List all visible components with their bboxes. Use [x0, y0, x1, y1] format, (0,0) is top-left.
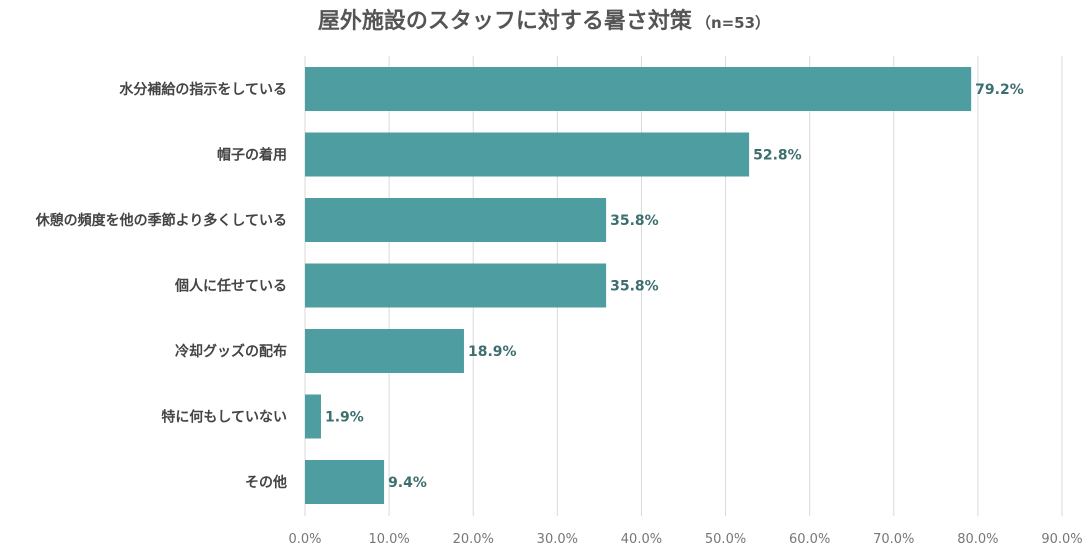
x-tick-labels: 0.0% 10.0% 20.0% 30.0% 40.0% 50.0% 60.0% 70.0% 8… — [288, 532, 1082, 544]
bars — [305, 67, 972, 504]
x-tick-label: 70.0% — [873, 532, 914, 544]
category-label: 水分補給の指示をしている — [119, 81, 287, 98]
chart-title-main: 屋外施設のスタッフに対する暑さ対策 — [318, 8, 693, 34]
x-tick-label: 50.0% — [705, 532, 746, 544]
x-tick-label: 30.0% — [537, 532, 578, 544]
bar — [305, 329, 464, 373]
category-label: その他 — [245, 474, 287, 491]
x-tick-label: 40.0% — [621, 532, 662, 544]
x-tick-label: 60.0% — [789, 532, 830, 544]
bar — [305, 67, 972, 111]
data-label: 52.8% — [753, 148, 802, 164]
data-label: 35.8% — [610, 279, 659, 295]
category-label: 個人に任せている — [174, 278, 287, 295]
x-tick-label: 0.0% — [288, 532, 321, 544]
data-label: 9.4% — [388, 475, 427, 491]
chart-title: 屋外施設のスタッフに対する暑さ対策 （n=53） — [318, 8, 770, 34]
category-label: 帽子の着用 — [217, 147, 287, 164]
bar — [305, 132, 750, 177]
category-label: 特に何もしていない — [161, 409, 287, 426]
x-tick-label: 80.0% — [957, 532, 998, 544]
bar — [305, 460, 385, 504]
data-label: 35.8% — [610, 213, 659, 229]
chart-subtitle: （n=53） — [696, 14, 770, 32]
x-tick-label: 20.0% — [453, 532, 494, 544]
bar — [305, 394, 321, 439]
category-label: 休憩の頻度を他の季節より多くしている — [35, 212, 287, 229]
x-tick-label: 90.0% — [1041, 532, 1082, 544]
bar — [305, 263, 607, 308]
x-tick-label: 10.0% — [368, 532, 409, 544]
bar — [305, 198, 607, 242]
data-labels: 79.2% 52.8% 35.8% 35.8% 18.9% 1.9% 9.4% — [325, 82, 1024, 491]
category-labels: 水分補給の指示をしている帽子の着用休憩の頻度を他の季節より多くしている個人に任せ… — [35, 81, 287, 491]
data-label: 18.9% — [468, 344, 517, 360]
category-label: 冷却グッズの配布 — [175, 343, 287, 360]
data-label: 79.2% — [975, 82, 1024, 98]
data-label: 1.9% — [325, 410, 364, 426]
